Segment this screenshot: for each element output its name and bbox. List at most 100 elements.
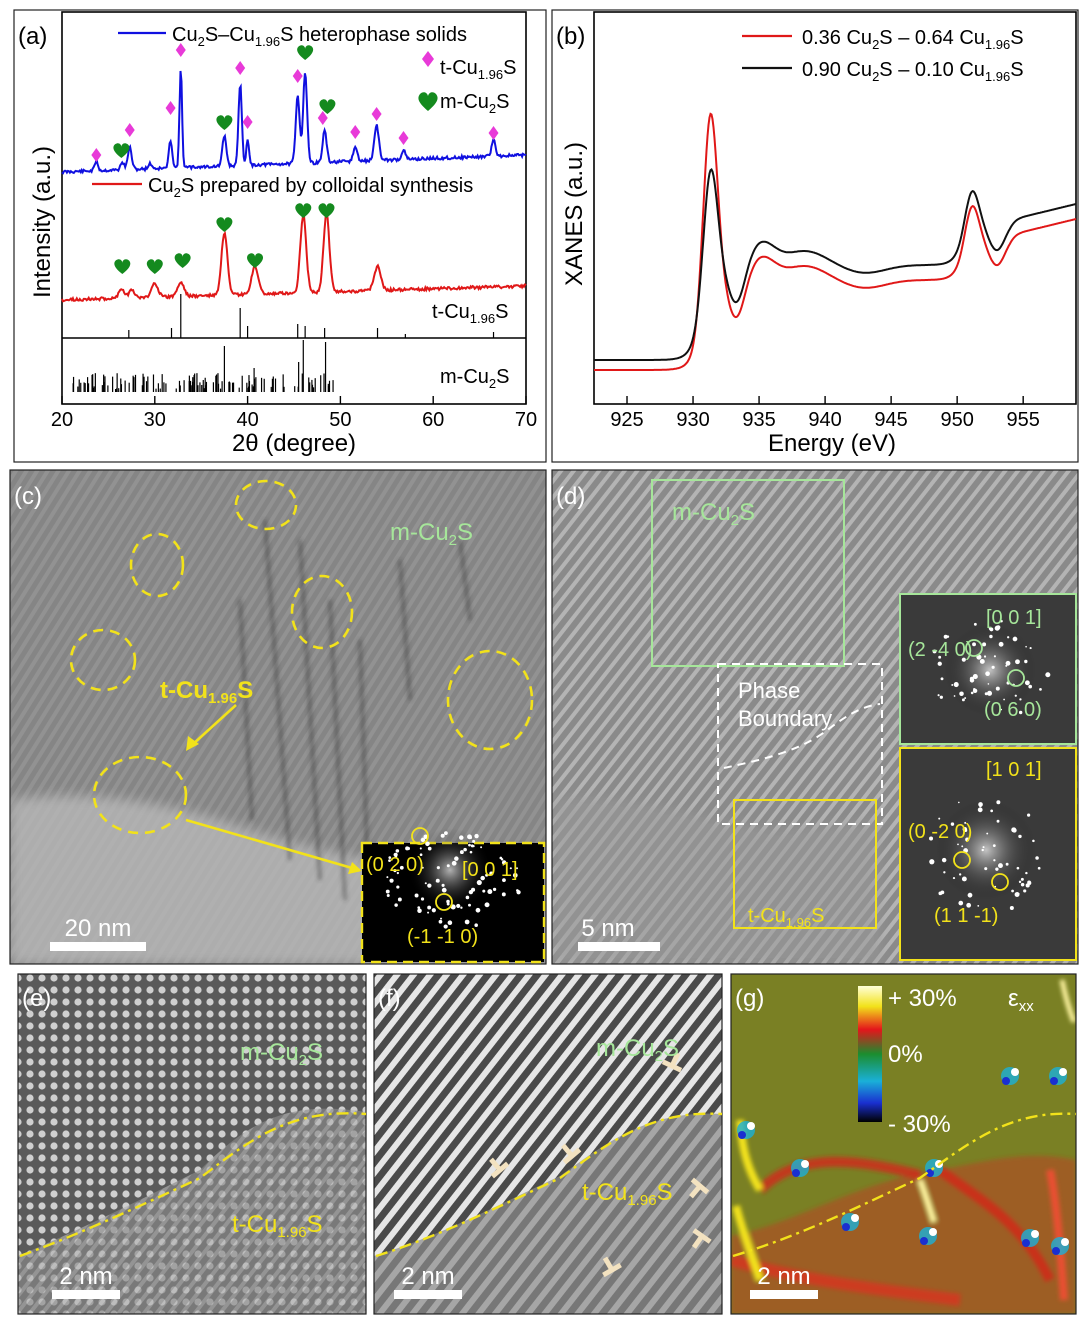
xrd-bottom-curve (61, 211, 527, 303)
fft-spot (396, 871, 400, 875)
heart-icon (418, 92, 438, 111)
fft-spot (998, 863, 1003, 869)
fft-spot (1025, 871, 1028, 875)
fft-spot (421, 866, 424, 869)
grain-outlines (69, 479, 534, 835)
panel-b: 925 930 935 940 945 950 955 (b) XANES (a.u.) E… (551, 9, 1079, 463)
fft-spot (414, 893, 419, 898)
fft-spot (472, 839, 476, 843)
fft-spot (484, 902, 490, 908)
fft-spot (962, 826, 968, 832)
xtick-label: 925 (610, 409, 643, 431)
fft-spot (943, 634, 948, 639)
fft-spot (386, 893, 390, 897)
fft-spot (396, 885, 400, 889)
xtick-label: 50 (329, 409, 351, 431)
panel-g-label: (g) (735, 985, 764, 1012)
diamond-icon (422, 51, 434, 67)
fft-spot (993, 859, 996, 862)
fft-spot (1024, 659, 1028, 664)
fft-spot (425, 841, 430, 847)
heart-icon (297, 45, 314, 60)
xtick-label: 930 (676, 409, 709, 431)
fft-spot (998, 641, 1004, 647)
colorbar-bottom: - 30% (888, 1111, 951, 1138)
fft-spot (480, 875, 485, 881)
fft-spot (502, 878, 506, 883)
fft-spot (992, 844, 996, 848)
fft-c-zone: [0 0 1] (462, 859, 518, 881)
fft-spot (499, 856, 503, 860)
fft-c-spot1: (0 2 0) (366, 854, 424, 876)
strain-core (842, 1223, 850, 1231)
fft-spot (389, 878, 394, 883)
boundary-label-1: Phase (738, 678, 800, 703)
heart-icon (247, 253, 264, 268)
fft-spot (1000, 708, 1003, 711)
fft-spot (966, 902, 972, 908)
fft-spot (417, 906, 421, 910)
panel-b-frame (551, 9, 1079, 463)
fft-spot (468, 889, 474, 895)
strain-core (926, 1169, 934, 1177)
strain-core (851, 1214, 859, 1222)
fft-spot (465, 895, 470, 900)
fft-spot (965, 837, 970, 842)
fft-spot (991, 665, 995, 669)
fft-spot (424, 882, 427, 885)
panel-a: 20 30 40 50 60 70 (a) Intensity (a.u.) 2θ (de… (13, 9, 547, 463)
fft-spot (1029, 647, 1032, 650)
scalebar-f-label: 2 nm (401, 1263, 454, 1290)
fft-spot (938, 817, 941, 820)
diamond-icon (398, 131, 409, 145)
fft-spot (1003, 698, 1005, 701)
legend-black-text: 0.90 Cu2S – 0.10 Cu1.96S (802, 59, 1024, 84)
fft-spot (492, 887, 497, 892)
panel-c-frame (9, 469, 547, 965)
fft-spot (970, 691, 974, 695)
fft-spot (393, 869, 397, 873)
fft-spot (941, 857, 947, 863)
fft-spot (929, 859, 935, 865)
strain-core (792, 1169, 800, 1177)
fft-spot (397, 897, 402, 902)
arrow-head-icon (348, 862, 362, 874)
fft-spot (982, 846, 985, 849)
scalebar-d-label: 5 nm (581, 915, 634, 942)
fft-spot (435, 880, 438, 883)
fft-spot (440, 917, 443, 920)
fft-spot (468, 836, 473, 840)
fft-spot (388, 859, 391, 863)
heart-icon (146, 259, 163, 274)
fft-spot (464, 919, 470, 925)
fft-spot (405, 846, 410, 851)
fft-spot (961, 698, 965, 702)
dislocation-icon (689, 1177, 710, 1199)
diamond-icon (292, 69, 303, 83)
xanes-plot-frame (593, 11, 1077, 405)
fft-spot (953, 681, 959, 688)
diamond-icon (91, 148, 102, 162)
strain-core (1011, 1068, 1019, 1076)
xanes-black-curve (594, 168, 1077, 361)
panel-e-label: (e) (22, 985, 51, 1012)
fft-spot (937, 694, 940, 697)
fft-spot (472, 844, 475, 848)
strain-core (801, 1160, 809, 1168)
fft-spot (1018, 880, 1022, 884)
phase-label-t-e: t-Cu1.96S (232, 1211, 323, 1241)
fft-spot (978, 802, 983, 807)
fft-spot (501, 892, 506, 897)
fft-spot (967, 892, 973, 898)
legend-top-text: Cu2S–Cu1.96S heterophase solids (172, 24, 467, 49)
phase-label-t: t-Cu1.96S (160, 677, 253, 707)
ref-sticks-m (72, 340, 334, 392)
strain-core (1002, 1077, 1010, 1085)
dislocation-icon (561, 1143, 582, 1165)
fft-spot (1037, 866, 1041, 870)
fft-spot (446, 864, 450, 868)
fft-spot (1019, 698, 1022, 701)
boundary-label-2: Boundary (738, 706, 832, 731)
legend-t-text: t-Cu1.96S (440, 57, 516, 82)
